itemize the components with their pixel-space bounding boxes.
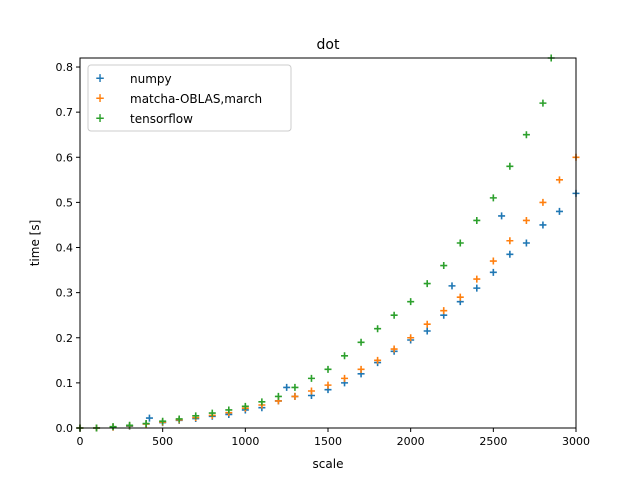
chart-title: dot xyxy=(317,37,340,53)
data-point-tensorflow xyxy=(142,419,150,427)
data-point-matcha xyxy=(390,345,398,353)
data-point-matcha xyxy=(506,237,514,245)
y-tick-label: 0.0 xyxy=(56,422,74,435)
data-point-matcha xyxy=(324,381,332,389)
data-point-tensorflow xyxy=(159,417,167,425)
y-tick-label: 0.2 xyxy=(56,332,74,345)
legend-marker-matcha: + xyxy=(95,91,105,105)
data-point-matcha xyxy=(307,387,315,395)
data-point-tensorflow xyxy=(291,383,299,391)
x-tick-label: 1500 xyxy=(314,435,342,448)
data-point-tensorflow xyxy=(192,412,200,420)
data-point-tensorflow xyxy=(357,338,365,346)
x-tick-label: 1000 xyxy=(231,435,259,448)
legend: + numpy + matcha-OBLAS,march + tensorflo… xyxy=(87,64,292,132)
legend-label-numpy: numpy xyxy=(130,72,172,86)
data-point-tensorflow xyxy=(489,194,497,202)
legend-box xyxy=(87,64,292,132)
data-point-matcha xyxy=(489,257,497,265)
data-point-tensorflow xyxy=(407,298,415,306)
data-point-numpy xyxy=(522,239,530,247)
y-axis-label: time [s] xyxy=(28,220,42,267)
data-point-tensorflow xyxy=(307,374,315,382)
data-point-tensorflow xyxy=(274,392,282,400)
data-point-numpy xyxy=(498,212,506,220)
x-tick-label: 2000 xyxy=(397,435,425,448)
data-point-tensorflow xyxy=(440,262,448,270)
data-point-numpy xyxy=(506,250,514,258)
data-point-matcha xyxy=(291,392,299,400)
data-point-numpy xyxy=(489,268,497,276)
data-point-matcha xyxy=(473,275,481,283)
legend-marker-numpy: + xyxy=(95,71,105,85)
y-tick-label: 0.3 xyxy=(56,287,74,300)
data-point-tensorflow xyxy=(208,409,216,417)
x-tick-label: 0 xyxy=(77,435,84,448)
data-point-numpy xyxy=(145,414,153,422)
data-point-tensorflow xyxy=(506,162,514,170)
data-point-tensorflow xyxy=(522,131,530,139)
data-point-tensorflow xyxy=(241,402,249,410)
data-point-tensorflow xyxy=(390,311,398,319)
data-point-numpy xyxy=(448,282,456,290)
data-point-matcha xyxy=(407,334,415,342)
y-tick-label: 0.4 xyxy=(56,242,74,255)
legend-label-matcha: matcha-OBLAS,march xyxy=(130,92,262,106)
data-point-matcha xyxy=(357,365,365,373)
data-point-tensorflow xyxy=(374,325,382,333)
data-point-tensorflow xyxy=(175,415,183,423)
data-point-numpy xyxy=(539,221,547,229)
y-tick-label: 0.1 xyxy=(56,377,74,390)
data-point-matcha xyxy=(440,307,448,315)
y-tick-label: 0.5 xyxy=(56,196,74,209)
data-point-tensorflow xyxy=(324,365,332,373)
data-point-tensorflow xyxy=(456,239,464,247)
legend-label-tensorflow: tensorflow xyxy=(130,112,193,126)
x-tick-label: 2500 xyxy=(479,435,507,448)
data-point-tensorflow xyxy=(423,280,431,288)
y-tick-label: 0.6 xyxy=(56,151,74,164)
data-point-numpy xyxy=(283,383,291,391)
data-point-numpy xyxy=(423,327,431,335)
data-point-tensorflow xyxy=(225,406,233,414)
x-axis-label: scale xyxy=(313,457,344,471)
x-tick-label: 3000 xyxy=(562,435,590,448)
data-point-tensorflow xyxy=(473,216,481,224)
data-point-numpy xyxy=(473,284,481,292)
data-point-matcha xyxy=(423,320,431,328)
data-point-numpy xyxy=(555,207,563,215)
data-point-matcha xyxy=(456,293,464,301)
data-point-matcha xyxy=(522,216,530,224)
x-tick-label: 500 xyxy=(152,435,173,448)
data-point-matcha xyxy=(341,374,349,382)
data-point-matcha xyxy=(374,356,382,364)
y-tick-label: 0.8 xyxy=(56,61,74,74)
data-point-tensorflow xyxy=(539,99,547,107)
legend-marker-tensorflow: + xyxy=(95,111,105,125)
y-tick-label: 0.7 xyxy=(56,106,74,119)
data-point-tensorflow xyxy=(109,423,117,431)
data-point-matcha xyxy=(555,176,563,184)
axis-ticks: 0 500 1000 1500 2000 2500 3000 0.0 0.1 0.2 0.3 0.4 0… xyxy=(56,61,591,448)
data-point-tensorflow xyxy=(341,352,349,360)
data-point-matcha xyxy=(539,198,547,206)
data-point-tensorflow xyxy=(258,398,266,406)
